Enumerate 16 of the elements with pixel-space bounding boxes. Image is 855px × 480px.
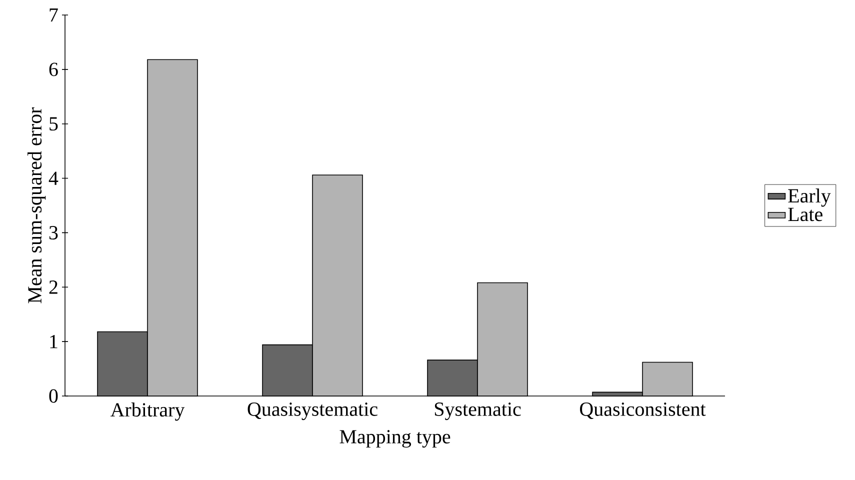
x-tick-label: Systematic [434,402,521,420]
y-tick-label: 0 [49,389,58,403]
y-axis-title: Mean sum-squared error [28,107,46,304]
y-tick-label: 6 [49,62,58,76]
x-axis-title: Mapping type [340,430,450,448]
y-tick-label: 7 [50,8,58,22]
y-tick-label: 5 [50,117,58,131]
x-tick-label: Arbitrary [110,402,185,421]
x-tick-label: Quasiconsistent [580,402,706,420]
legend-label: Early [788,188,831,207]
y-tick-label: 4 [48,172,58,185]
y-tick-label: 3 [49,226,58,240]
y-tick-label: 2 [49,280,58,294]
y-tick-label: 1 [50,334,58,348]
x-tick-label: Quasisystematic [248,402,378,420]
legend-label: Late [788,208,822,222]
